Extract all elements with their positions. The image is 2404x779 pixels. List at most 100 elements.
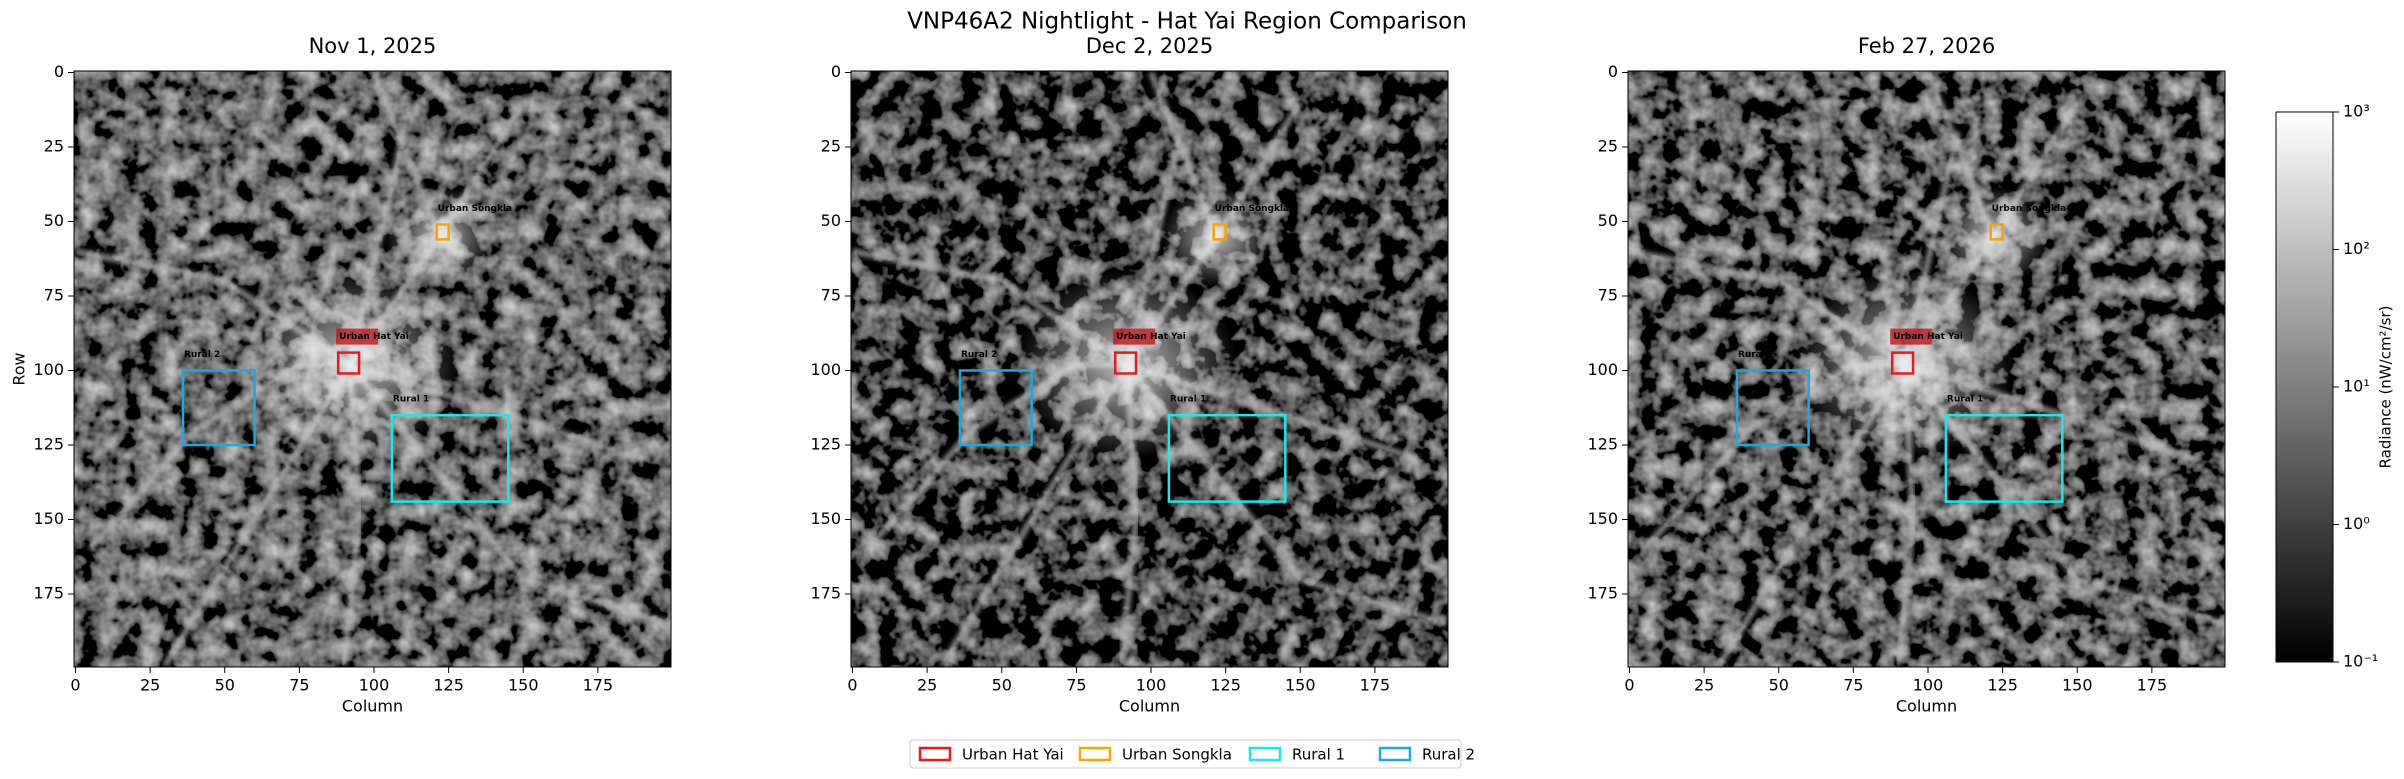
region-label-bg bbox=[336, 328, 379, 345]
region-label: Urban Songkla bbox=[438, 204, 512, 214]
region-box bbox=[1989, 223, 2004, 241]
colorbar-tick-label: 10⁰ bbox=[2343, 514, 2370, 533]
y-tick-label: 50 bbox=[821, 211, 841, 230]
region-label: Rural 2 bbox=[184, 350, 220, 360]
image bbox=[74, 71, 671, 667]
x-tick-label: 100 bbox=[1913, 676, 1944, 695]
colorbar-label: Radiance (nW/cm²/sr) bbox=[2377, 306, 2395, 469]
y-tick-label: 75 bbox=[821, 285, 841, 304]
y-tick-label: 25 bbox=[44, 136, 64, 155]
x-tick-label: 175 bbox=[1360, 676, 1391, 695]
x-axis-label: Column bbox=[342, 697, 403, 716]
x-tick-label: 25 bbox=[140, 676, 160, 695]
y-tick-label: 0 bbox=[831, 62, 841, 81]
x-tick-label: 175 bbox=[583, 676, 614, 695]
image bbox=[1628, 71, 2225, 667]
y-tick-label: 75 bbox=[44, 285, 64, 304]
colorbar-tick-label: 10¹ bbox=[2343, 377, 2370, 396]
legend-label: Urban Songkla bbox=[1122, 746, 1232, 764]
region-box bbox=[1944, 413, 2064, 503]
region-box bbox=[1890, 351, 1915, 375]
x-tick-label: 75 bbox=[1066, 676, 1086, 695]
city-glow bbox=[384, 186, 495, 287]
city-glow bbox=[1017, 269, 1238, 460]
colorbar-tick-label: 10³ bbox=[2343, 102, 2370, 121]
y-tick-label: 50 bbox=[44, 211, 64, 230]
y-tick-label: 175 bbox=[1587, 583, 1618, 602]
x-tick-label: 125 bbox=[1210, 676, 1241, 695]
y-tick-label: 175 bbox=[810, 583, 841, 602]
axes-frame bbox=[1627, 70, 2226, 668]
y-tick-label: 125 bbox=[810, 434, 841, 453]
region-label: Urban Hat Yai bbox=[1116, 332, 1186, 342]
y-tick-label: 125 bbox=[33, 434, 64, 453]
legend-swatch bbox=[1078, 746, 1112, 762]
legend-frame bbox=[909, 739, 1462, 769]
city-glow bbox=[1938, 186, 2049, 287]
y-axis-label: Row bbox=[10, 352, 29, 385]
y-tick-label: 100 bbox=[1587, 360, 1618, 379]
x-tick-label: 150 bbox=[508, 676, 539, 695]
region-box bbox=[435, 223, 450, 241]
region-label: Urban Hat Yai bbox=[1893, 332, 1963, 342]
x-tick-label: 100 bbox=[1136, 676, 1167, 695]
y-tick-label: 175 bbox=[33, 583, 64, 602]
region-label-bg bbox=[1113, 328, 1156, 345]
y-tick-label: 75 bbox=[1598, 285, 1618, 304]
colorbar bbox=[2275, 111, 2334, 663]
y-tick-label: 50 bbox=[1598, 211, 1618, 230]
x-tick-label: 0 bbox=[70, 676, 80, 695]
y-tick-label: 125 bbox=[1587, 434, 1618, 453]
x-axis-label: Column bbox=[1119, 697, 1180, 716]
x-tick-label: 100 bbox=[359, 676, 390, 695]
x-tick-label: 125 bbox=[1987, 676, 2018, 695]
region-label: Rural 1 bbox=[1947, 395, 1983, 405]
panel-title: Dec 2, 2025 bbox=[1086, 34, 1213, 58]
region-box bbox=[1113, 351, 1138, 375]
x-tick-label: 50 bbox=[215, 676, 235, 695]
x-tick-label: 75 bbox=[1843, 676, 1863, 695]
legend-label: Rural 1 bbox=[1292, 746, 1345, 764]
region-label: Rural 1 bbox=[393, 395, 429, 405]
legend-swatch bbox=[1378, 746, 1412, 762]
region-box bbox=[1167, 413, 1287, 503]
figure-title: VNP46A2 Nightlight - Hat Yai Region Comp… bbox=[907, 9, 1467, 35]
region-box bbox=[181, 369, 256, 447]
x-tick-label: 150 bbox=[2062, 676, 2093, 695]
region-box bbox=[958, 369, 1033, 447]
x-tick-label: 0 bbox=[1624, 676, 1634, 695]
y-tick-label: 150 bbox=[33, 509, 64, 528]
colorbar-tick-label: 10⁻¹ bbox=[2343, 652, 2378, 671]
panel-title: Feb 27, 2026 bbox=[1858, 34, 1995, 58]
region-label-bg bbox=[1890, 328, 1933, 345]
x-tick-label: 25 bbox=[917, 676, 937, 695]
axes-frame bbox=[850, 70, 1449, 668]
y-tick-label: 25 bbox=[821, 136, 841, 155]
region-box bbox=[1212, 223, 1227, 241]
region-label: Rural 2 bbox=[961, 350, 997, 360]
region-box bbox=[336, 351, 361, 375]
x-tick-label: 125 bbox=[433, 676, 464, 695]
colorbar-tick-label: 10² bbox=[2343, 239, 2370, 258]
x-tick-label: 0 bbox=[847, 676, 857, 695]
legend-swatch bbox=[1248, 746, 1282, 762]
region-box bbox=[390, 413, 510, 503]
panel-title: Nov 1, 2025 bbox=[309, 34, 437, 58]
x-tick-label: 50 bbox=[992, 676, 1012, 695]
x-axis-label: Column bbox=[1896, 697, 1957, 716]
legend-label: Urban Hat Yai bbox=[962, 746, 1064, 764]
region-label: Urban Songkla bbox=[1992, 204, 2066, 214]
x-tick-label: 50 bbox=[1769, 676, 1789, 695]
axes-frame bbox=[73, 70, 672, 668]
city-glow bbox=[1794, 269, 2015, 460]
region-box bbox=[1735, 369, 1810, 447]
image bbox=[851, 71, 1448, 667]
region-label: Urban Songkla bbox=[1215, 204, 1289, 214]
region-label: Urban Hat Yai bbox=[339, 332, 409, 342]
x-tick-label: 175 bbox=[2137, 676, 2168, 695]
legend-label: Rural 2 bbox=[1422, 746, 1475, 764]
x-tick-label: 75 bbox=[289, 676, 309, 695]
region-label: Rural 2 bbox=[1738, 350, 1774, 360]
y-tick-label: 150 bbox=[810, 509, 841, 528]
